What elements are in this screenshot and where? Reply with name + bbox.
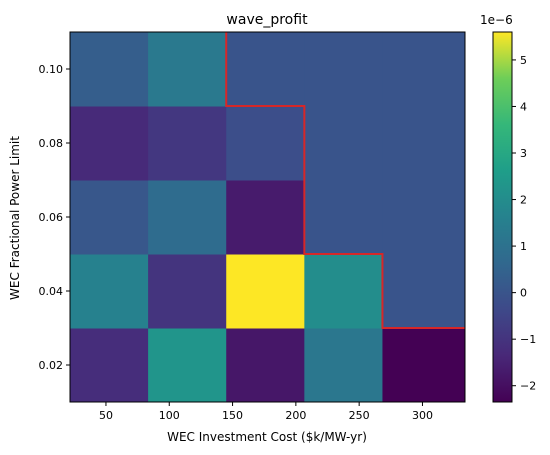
heatmap-cell bbox=[304, 32, 383, 107]
y-tick-label: 0.06 bbox=[39, 211, 64, 224]
x-tick-label: 200 bbox=[285, 409, 306, 422]
heatmap-cell bbox=[226, 32, 305, 107]
x-axis-label: WEC Investment Cost ($k/MW-yr) bbox=[167, 430, 367, 444]
colorbar-tick-label: 4 bbox=[520, 100, 527, 113]
heatmap-cell bbox=[70, 106, 149, 181]
colorbar-tick-label: 0 bbox=[520, 287, 527, 300]
chart-title: wave_profit bbox=[226, 12, 308, 28]
heatmap-cell bbox=[70, 180, 149, 255]
colorbar bbox=[492, 31, 513, 403]
feasibility-boundary bbox=[225, 32, 465, 329]
heatmap-cell bbox=[226, 328, 305, 403]
y-axis-label: WEC Fractional Power Limit bbox=[8, 136, 22, 300]
heatmap-cell bbox=[148, 32, 227, 107]
colorbar-tick-label: 5 bbox=[520, 54, 527, 67]
heatmap-cells bbox=[70, 32, 466, 403]
y-tick-label: 0.04 bbox=[39, 285, 64, 298]
heatmap-cell bbox=[148, 106, 227, 181]
heatmap-cell bbox=[382, 180, 466, 255]
colorbar-tick-label: 3 bbox=[520, 147, 527, 160]
heatmap-cell bbox=[304, 180, 383, 255]
heatmap-cell bbox=[304, 328, 383, 403]
colorbar-tick-label: −1 bbox=[520, 333, 536, 346]
x-tick-label: 300 bbox=[412, 409, 433, 422]
heatmap-cell bbox=[148, 328, 227, 403]
y-tick-label: 0.02 bbox=[39, 359, 64, 372]
heatmap-cell bbox=[226, 106, 305, 181]
heatmap-cell bbox=[382, 328, 466, 403]
heatmap-cell bbox=[148, 254, 227, 329]
y-tick-label: 0.08 bbox=[39, 137, 64, 150]
heatmap-cell bbox=[148, 180, 227, 255]
x-tick-label: 250 bbox=[349, 409, 370, 422]
heatmap-cell bbox=[304, 106, 383, 181]
heatmap-cell bbox=[70, 32, 149, 107]
y-tick-label: 0.10 bbox=[39, 63, 64, 76]
heatmap-cell bbox=[70, 328, 149, 403]
heatmap-cell bbox=[382, 254, 466, 329]
heatmap-cell bbox=[382, 32, 466, 107]
x-tick-label: 50 bbox=[99, 409, 113, 422]
heatmap-cell bbox=[382, 106, 466, 181]
colorbar-tick-label: 2 bbox=[520, 194, 527, 207]
heatmap-cell bbox=[70, 254, 149, 329]
heatmap-cell bbox=[304, 254, 383, 329]
x-tick-label: 150 bbox=[222, 409, 243, 422]
x-axis-ticks: 50 100 150 200 250 300 bbox=[99, 402, 433, 422]
colorbar-tick-label: 1 bbox=[520, 240, 527, 253]
colorbar-tick-label: −2 bbox=[520, 380, 536, 393]
colorbar-ticks: −2 −1 0 1 2 3 4 5 bbox=[512, 54, 536, 393]
heatmap-cell bbox=[226, 254, 305, 329]
y-axis-ticks: 0.02 0.04 0.06 0.08 0.10 bbox=[39, 63, 70, 372]
x-tick-label: 100 bbox=[159, 409, 180, 422]
colorbar-offset-label: 1e−6 bbox=[480, 13, 513, 27]
heatmap-cell bbox=[226, 180, 305, 255]
